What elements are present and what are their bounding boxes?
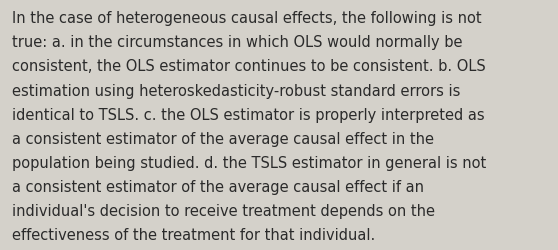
Text: individual's decision to receive treatment depends on the: individual's decision to receive treatme…	[12, 203, 435, 218]
Text: population being studied. d. the TSLS estimator in general is not: population being studied. d. the TSLS es…	[12, 155, 487, 170]
Text: estimation using heteroskedasticity-robust standard errors is: estimation using heteroskedasticity-robu…	[12, 83, 461, 98]
Text: In the case of heterogeneous causal effects, the following is not: In the case of heterogeneous causal effe…	[12, 11, 482, 26]
Text: a consistent estimator of the average causal effect in the: a consistent estimator of the average ca…	[12, 131, 434, 146]
Text: a consistent estimator of the average causal effect if an: a consistent estimator of the average ca…	[12, 179, 424, 194]
Text: consistent, the OLS estimator continues to be consistent. b. OLS: consistent, the OLS estimator continues …	[12, 59, 486, 74]
Text: identical to TSLS. c. the OLS estimator is properly interpreted as: identical to TSLS. c. the OLS estimator …	[12, 107, 485, 122]
Text: true: a. in the circumstances in which OLS would normally be: true: a. in the circumstances in which O…	[12, 35, 463, 50]
Text: effectiveness of the treatment for that individual.: effectiveness of the treatment for that …	[12, 227, 376, 242]
